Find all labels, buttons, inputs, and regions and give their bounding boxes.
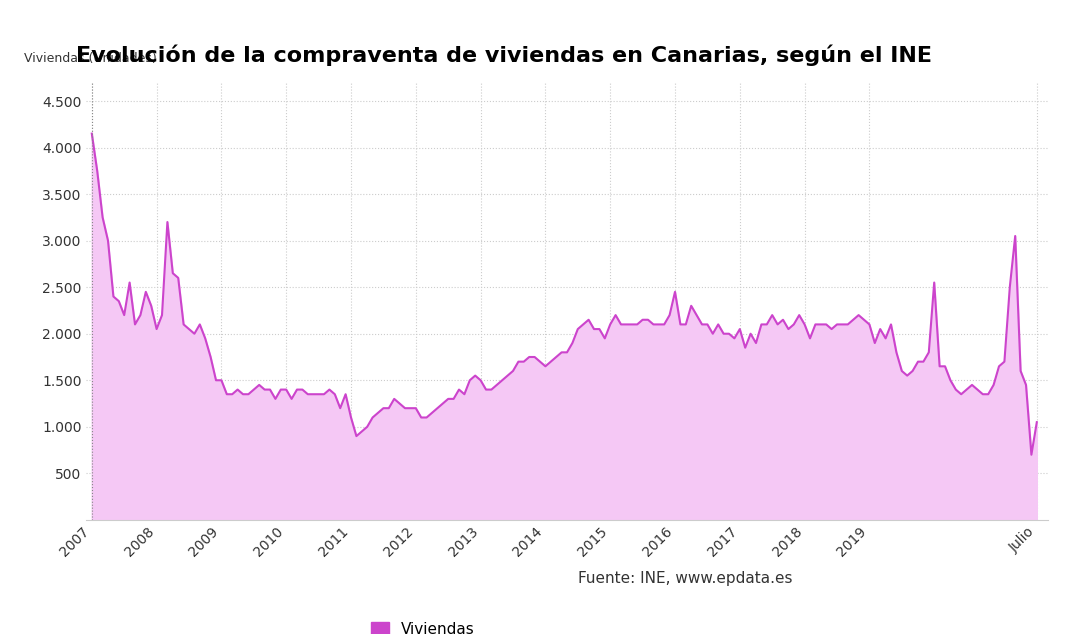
Text: Fuente: INE, www.epdata.es: Fuente: INE, www.epdata.es xyxy=(578,571,793,586)
Legend: Viviendas: Viviendas xyxy=(365,616,481,634)
Text: Evolución de la compraventa de viviendas en Canarias, según el INE: Evolución de la compraventa de viviendas… xyxy=(76,44,932,66)
Text: Viviendas (Unidades): Viviendas (Unidades) xyxy=(24,52,157,65)
